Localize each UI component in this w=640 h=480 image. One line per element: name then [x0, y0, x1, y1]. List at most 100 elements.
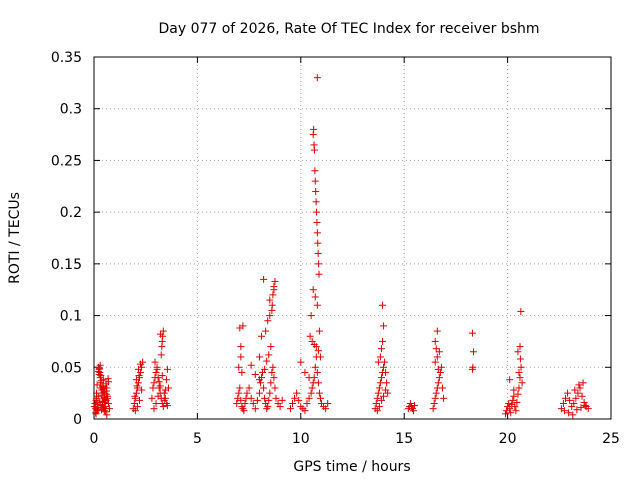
- data-point: [434, 379, 442, 387]
- data-point: [269, 291, 277, 299]
- data-point: [373, 394, 381, 402]
- data-point: [581, 402, 589, 410]
- data-point: [564, 389, 572, 397]
- data-point: [247, 394, 255, 402]
- data-point: [310, 146, 318, 154]
- data-point: [378, 301, 386, 309]
- data-point: [133, 403, 141, 411]
- data-point: [100, 388, 108, 396]
- data-point: [509, 396, 517, 404]
- data-point: [159, 327, 167, 335]
- data-point: [580, 398, 588, 406]
- data-point: [376, 353, 384, 361]
- x-tick-label: 0: [90, 431, 99, 447]
- data-point: [506, 405, 514, 413]
- data-point: [243, 389, 251, 397]
- data-point: [162, 376, 170, 384]
- data-point: [263, 357, 271, 365]
- data-point: [289, 399, 297, 407]
- y-tick-label: 0.2: [60, 205, 82, 221]
- data-point: [240, 407, 248, 415]
- data-point: [255, 389, 263, 397]
- data-point: [163, 365, 171, 373]
- data-point: [159, 403, 167, 411]
- x-tick-label: 20: [499, 431, 517, 447]
- data-point: [312, 343, 320, 351]
- data-point: [132, 389, 140, 397]
- data-point: [150, 379, 158, 387]
- data-point: [96, 361, 104, 369]
- data-point: [134, 365, 142, 373]
- data-point: [314, 250, 322, 258]
- data-point: [513, 398, 521, 406]
- data-point: [380, 322, 388, 330]
- data-point: [411, 402, 419, 410]
- data-point: [104, 392, 112, 400]
- data-point: [311, 167, 319, 175]
- data-point: [237, 396, 245, 404]
- data-point: [258, 332, 266, 340]
- y-tick-label: 0.1: [60, 309, 82, 325]
- data-point: [434, 365, 442, 373]
- data-point: [104, 399, 112, 407]
- data-point: [559, 399, 567, 407]
- data-point: [431, 358, 439, 366]
- data-point: [312, 198, 320, 206]
- data-point: [577, 404, 585, 412]
- data-point: [271, 384, 279, 392]
- data-point: [130, 399, 138, 407]
- data-point: [260, 275, 268, 283]
- data-point: [261, 394, 269, 402]
- data-point: [430, 399, 438, 407]
- data-point: [251, 371, 259, 379]
- chart-title: Day 077 of 2026, Rate Of TEC Index for r…: [158, 21, 539, 37]
- x-tick-label: 10: [292, 431, 310, 447]
- data-point: [255, 353, 263, 361]
- data-point: [375, 403, 383, 411]
- data-point: [276, 403, 284, 411]
- data-point: [313, 229, 321, 237]
- data-point: [435, 348, 443, 356]
- data-point: [311, 293, 319, 301]
- data-point: [305, 394, 313, 402]
- y-tick-label: 0.3: [60, 102, 82, 118]
- data-point: [468, 329, 476, 337]
- data-point: [161, 394, 169, 402]
- data-point: [253, 396, 261, 404]
- data-point: [293, 389, 301, 397]
- data-point: [152, 368, 160, 376]
- data-point: [518, 379, 526, 387]
- data-point: [95, 371, 103, 379]
- data-point: [269, 363, 277, 371]
- data-point: [267, 379, 275, 387]
- data-point: [514, 390, 522, 398]
- data-point: [579, 379, 587, 387]
- data-point: [297, 358, 305, 366]
- data-point: [433, 353, 441, 361]
- data-point: [506, 376, 514, 384]
- data-point: [149, 384, 157, 392]
- data-point: [375, 384, 383, 392]
- data-point: [315, 260, 323, 268]
- data-point: [516, 343, 524, 351]
- data-point: [266, 312, 274, 320]
- data-point: [569, 411, 577, 419]
- data-point: [510, 386, 518, 394]
- data-point: [374, 389, 382, 397]
- data-point: [377, 396, 385, 404]
- data-point: [92, 409, 100, 417]
- data-point: [432, 345, 440, 353]
- data-point: [131, 392, 139, 400]
- data-point: [576, 384, 584, 392]
- data-point: [573, 406, 581, 414]
- data-point: [511, 403, 519, 411]
- data-point: [307, 312, 315, 320]
- data-point: [374, 358, 382, 366]
- data-point: [505, 399, 513, 407]
- grid-lines: [94, 57, 611, 419]
- data-point: [236, 384, 244, 392]
- data-point: [406, 399, 414, 407]
- data-point: [270, 283, 278, 291]
- y-tick-label: 0.15: [51, 257, 82, 273]
